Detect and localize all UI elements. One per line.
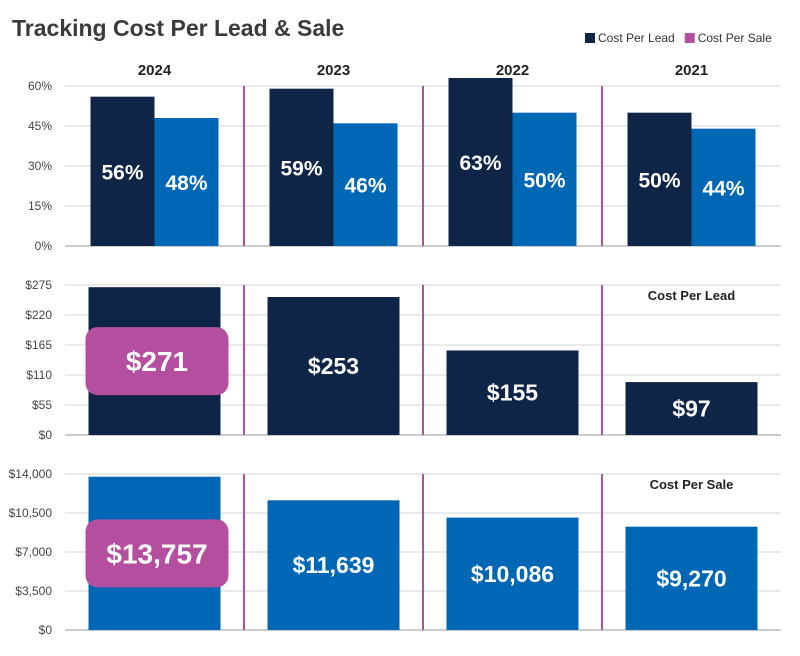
year-label-2022: 2022 [496, 62, 529, 79]
panel-label-cost-per-sale: Cost Per Sale [650, 477, 734, 492]
bar-cost-per-lead-2022 [446, 350, 579, 435]
data-label-sale-pct-2024: 48% [165, 172, 207, 195]
y-tick-label: 45% [28, 119, 52, 133]
legend-swatch-1 [684, 33, 695, 43]
panel-label-cost-per-lead: Cost Per Lead [648, 288, 735, 303]
bar-sale-pct-2021 [691, 128, 756, 246]
year-label-2023: 2023 [317, 62, 350, 79]
bar-lead-pct-2021 [627, 112, 692, 247]
y-tick-label: $165 [25, 338, 52, 352]
legend-label-0: Cost Per Lead [598, 31, 675, 45]
data-label-lead-pct-2022: 63% [459, 152, 501, 175]
bar-cost-per-sale-2022 [446, 517, 579, 630]
highlight-badge-lead [85, 327, 229, 396]
bar-lead-pct-2024 [90, 96, 155, 247]
data-label-sale-pct-2023: 46% [344, 175, 386, 198]
data-label-sale-2022: $10,086 [471, 561, 554, 587]
bar-cost-per-sale-2023 [267, 500, 400, 630]
highlight-badge-sale [85, 519, 229, 588]
y-tick-label: $14,000 [9, 467, 53, 481]
year-label-2021: 2021 [675, 62, 708, 79]
bar-cost-per-lead-2021 [625, 382, 758, 435]
data-label-lead-pct-2023: 59% [280, 157, 322, 180]
y-tick-label: 15% [28, 199, 52, 213]
y-tick-label: $7,000 [15, 545, 52, 559]
chart-title: Tracking Cost Per Lead & Sale [12, 15, 344, 41]
data-label-sale-2024: $13,757 [106, 538, 207, 569]
data-label-lead-pct-2024: 56% [101, 161, 143, 184]
legend: Cost Per Lead Cost Per Sale [585, 31, 772, 45]
data-label-lead-pct-2021: 50% [638, 169, 680, 192]
data-label-sale-pct-2021: 44% [702, 177, 744, 200]
y-tick-label: $55 [32, 398, 52, 412]
legend-swatch-0 [585, 33, 595, 43]
bar-sale-pct-2022 [512, 112, 577, 247]
bar-sale-pct-2023 [333, 123, 398, 246]
data-label-sale-2021: $9,270 [656, 565, 726, 591]
y-tick-label: $10,500 [9, 506, 53, 520]
y-tick-label: $0 [39, 623, 53, 637]
y-tick-label: 60% [28, 79, 52, 93]
y-tick-label: 0% [35, 239, 53, 253]
data-label-lead-2023: $253 [308, 353, 359, 379]
data-label-lead-2024: $271 [126, 346, 188, 377]
y-tick-label: $275 [25, 278, 52, 292]
y-tick-label: $3,500 [15, 584, 52, 598]
bar-lead-pct-2022 [448, 78, 513, 246]
data-label-lead-2022: $155 [487, 380, 538, 406]
bar-lead-pct-2023 [269, 88, 334, 247]
bar-sale-pct-2024 [154, 118, 219, 246]
plot-area: 2024 2023 2022 2021 0% 15% 30% 45% 60% 56% 48% 59% 4… [9, 62, 781, 637]
y-tick-label: $110 [26, 368, 52, 382]
year-label-2024: 2024 [138, 62, 172, 79]
legend-label-1: Cost Per Sale [698, 31, 772, 45]
y-tick-label: $0 [39, 428, 53, 442]
data-label-sale-pct-2022: 50% [523, 169, 565, 192]
data-label-lead-2021: $97 [672, 396, 710, 422]
y-tick-label: 30% [28, 159, 52, 173]
y-tick-label: $220 [25, 308, 52, 322]
data-label-sale-2023: $11,639 [293, 552, 375, 578]
bar-cost-per-lead-2023 [267, 297, 400, 435]
bar-cost-per-sale-2021 [625, 526, 758, 630]
